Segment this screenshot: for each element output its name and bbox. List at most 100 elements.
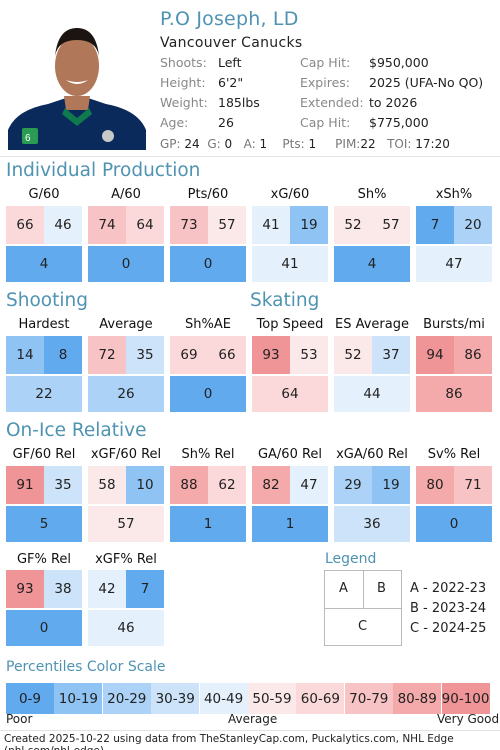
weight-label: Weight: <box>160 95 208 110</box>
age-label: Age: <box>160 115 189 130</box>
metric-esavg-c: 44 <box>334 376 410 412</box>
metric-shp-b: 57 <box>372 206 410 244</box>
caphit2-label: Cap Hit: <box>300 115 351 130</box>
metric-label-shp: Sh% <box>357 187 387 202</box>
metric-label-pts60: Pts/60 <box>187 187 229 202</box>
metric-bursts-b: 86 <box>454 336 492 374</box>
metric-xgfp-c: 46 <box>88 610 164 646</box>
metric-label-gfp: GF% Rel <box>16 552 72 567</box>
metric-topspeed-c: 64 <box>252 376 328 412</box>
metric-a60-a: 74 <box>88 206 126 244</box>
metric-esavg-a: 52 <box>334 336 372 374</box>
metric-label-g60: G/60 <box>28 187 60 202</box>
player-photo: 6 <box>8 18 146 150</box>
metric-g60-a: 66 <box>6 206 44 244</box>
metric-label-ga60: GA/60 Rel <box>257 447 323 462</box>
section-shooting: Shooting <box>6 290 88 311</box>
scale-bin: 10-19 <box>54 683 103 714</box>
scale-title: Percentiles Color Scale <box>6 659 166 675</box>
divider <box>0 156 500 157</box>
metric-label-esavg: ES Average <box>335 317 409 332</box>
metric-a60-b: 64 <box>126 206 164 244</box>
scale-bin: 90-100 <box>441 683 490 714</box>
scale-bin: 60-69 <box>296 683 345 714</box>
metric-gfp-a: 93 <box>6 570 44 608</box>
legend-title: Legend <box>325 551 377 567</box>
metric-shae-b: 66 <box>208 336 246 374</box>
metric-average-b: 35 <box>126 336 164 374</box>
scale-bin: 70-79 <box>344 683 393 714</box>
legend-divider <box>363 570 364 608</box>
metric-g60-b: 46 <box>44 206 82 244</box>
caphit2-value: $775,000 <box>369 115 429 130</box>
metric-bursts-a: 94 <box>416 336 454 374</box>
metric-xg60-c: 41 <box>252 246 328 282</box>
metric-shp-c: 4 <box>334 246 410 282</box>
legend-b-desc: B - 2023-24 <box>410 601 487 616</box>
legend-a: A <box>339 581 348 596</box>
section-individual-production: Individual Production <box>6 160 201 181</box>
legend-c-desc: C - 2024-25 <box>410 621 487 636</box>
caphit1-label: Cap Hit: <box>300 55 351 70</box>
metric-xshp-b: 20 <box>454 206 492 244</box>
metric-xgfp-a: 42 <box>88 570 126 608</box>
extended-label: Extended: <box>300 95 364 110</box>
metric-hardest-a: 14 <box>6 336 44 374</box>
metric-gf60-b: 35 <box>44 466 82 504</box>
svg-text:6: 6 <box>25 133 31 144</box>
metric-ga60-a: 82 <box>252 466 290 504</box>
metric-label-hardest: Hardest <box>18 317 70 332</box>
scale-bin: 80-89 <box>393 683 442 714</box>
metric-xg60-a: 41 <box>252 206 290 244</box>
metric-ga60-b: 47 <box>290 466 328 504</box>
metric-xgf60-c: 57 <box>88 506 164 542</box>
metric-esavg-b: 37 <box>372 336 410 374</box>
metric-xshp-c: 47 <box>416 246 492 282</box>
scale-bin: 20-29 <box>102 683 151 714</box>
metric-gfp-b: 38 <box>44 570 82 608</box>
metric-label-xgf60: xGF/60 Rel <box>90 447 162 462</box>
footer-credits: Created 2025-10-22 using data from TheSt… <box>4 733 454 750</box>
metric-gf60-a: 91 <box>6 466 44 504</box>
metric-svrel-b: 71 <box>454 466 492 504</box>
metric-xga60-c: 36 <box>334 506 410 542</box>
metric-label-gf60: GF/60 Rel <box>12 447 76 462</box>
scale-poor: Poor <box>6 712 33 726</box>
metric-xshp-a: 7 <box>416 206 454 244</box>
height-value: 6'2" <box>218 75 244 90</box>
metric-label-bursts: Bursts/mi <box>423 317 485 332</box>
scale-bin: 50-59 <box>248 683 296 714</box>
metric-gf60-c: 5 <box>6 506 82 542</box>
extended-value: to 2026 <box>369 95 418 110</box>
weight-value: 185lbs <box>218 95 260 110</box>
divider <box>0 730 500 731</box>
legend-a-desc: A - 2022-23 <box>410 581 487 596</box>
metric-svrel-c: 0 <box>416 506 492 542</box>
metric-shrel-c: 1 <box>170 506 246 542</box>
metric-a60-c: 0 <box>88 246 164 282</box>
caphit1-value: $950,000 <box>369 55 429 70</box>
scale-bin: 40-49 <box>199 683 248 714</box>
metric-shrel-b: 62 <box>208 466 246 504</box>
metric-average-a: 72 <box>88 336 126 374</box>
metric-label-topspeed: Top Speed <box>256 317 324 332</box>
metric-svrel-a: 80 <box>416 466 454 504</box>
expires-value: 2025 (UFA-No QO) <box>369 75 484 90</box>
metric-topspeed-a: 93 <box>252 336 290 374</box>
metric-bursts-c: 86 <box>416 376 492 412</box>
metric-g60-c: 4 <box>6 246 82 282</box>
metric-label-shrel: Sh% Rel <box>181 447 235 462</box>
legend-c: C <box>358 619 368 634</box>
section-skating: Skating <box>250 290 320 311</box>
metric-label-xgfp: xGF% Rel <box>95 552 157 567</box>
metric-xga60-a: 29 <box>334 466 372 504</box>
metric-average-c: 26 <box>88 376 164 412</box>
metric-label-xg60: xG/60 <box>270 187 310 202</box>
metric-label-svrel: Sv% Rel <box>427 447 481 462</box>
metric-xgf60-a: 58 <box>88 466 126 504</box>
metric-pts60-c: 0 <box>170 246 246 282</box>
metric-hardest-b: 8 <box>44 336 82 374</box>
team-name: Vancouver Canucks <box>160 35 303 51</box>
metric-shae-c: 0 <box>170 376 246 412</box>
metric-xga60-b: 19 <box>372 466 410 504</box>
